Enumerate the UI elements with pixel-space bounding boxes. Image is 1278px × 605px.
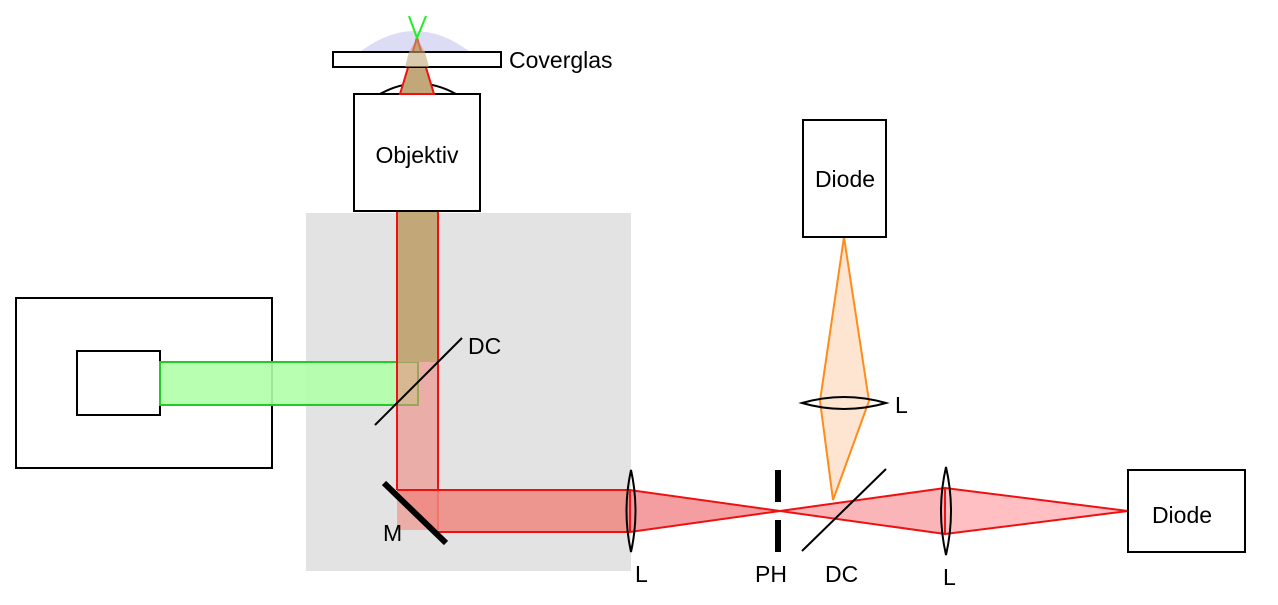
mixed-beam-vertical [397, 211, 438, 362]
beam-from-pinhole [779, 486, 946, 536]
lens-2 [798, 396, 890, 410]
cone-through-coverglass [405, 38, 429, 67]
label-diode-top: Diode [815, 166, 875, 192]
lens-1 [625, 469, 637, 553]
label-diode-right: Diode [1152, 502, 1212, 528]
diode-top [802, 119, 887, 238]
dichroic-mirror-1 [374, 337, 463, 426]
mirror [381, 480, 449, 546]
label-dichroic-2: DC [825, 561, 858, 587]
excitation-beam [159, 361, 419, 406]
label-mirror: M [383, 520, 402, 546]
beam-to-pinhole [629, 488, 781, 534]
label-coverglass: Coverglas [509, 47, 613, 73]
dichroic-mirror-2 [801, 468, 887, 552]
objective-housing [353, 93, 481, 212]
reflected-beam-to-diode [818, 236, 871, 501]
emission-beam-horizontal [397, 490, 630, 532]
label-lens-3: L [943, 564, 956, 590]
laser-source [76, 350, 161, 416]
label-pinhole: PH [755, 561, 787, 587]
label-lens-2: L [895, 392, 908, 418]
label-objective: Objektiv [375, 142, 459, 168]
beam-to-diode-right [944, 486, 1129, 536]
fluorescence-emission [408, 15, 427, 41]
diode-right [1127, 469, 1246, 553]
lens-3 [940, 466, 952, 556]
label-dichroic-1: DC [468, 333, 501, 359]
label-lens-1: L [635, 561, 648, 587]
